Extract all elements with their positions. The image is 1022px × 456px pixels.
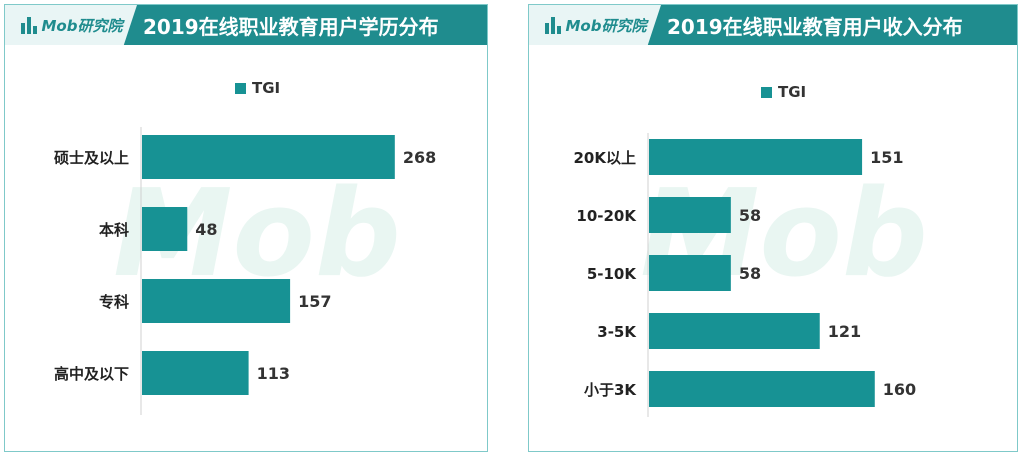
bar	[142, 279, 291, 323]
data-label: 160	[883, 380, 916, 399]
legend: TGI	[235, 79, 280, 97]
data-label: 58	[739, 206, 761, 225]
category-label: 硕士及以上	[54, 149, 129, 167]
brand-logo-icon	[20, 17, 37, 34]
category-label: 5-10K	[587, 265, 638, 283]
bar	[142, 207, 188, 251]
category-label: 小于3K	[584, 381, 637, 399]
category-label: 20K以上	[574, 149, 637, 167]
panel-header: Mob研究院 2019在线职业教育用户学历分布	[5, 5, 487, 45]
category-label: 10-20K	[576, 207, 637, 225]
chart-title: 2019在线职业教育用户收入分布	[667, 14, 963, 39]
legend: TGI	[761, 83, 806, 101]
panel-education: Mob研究院 2019在线职业教育用户学历分布 Mob TGI 硕士及以上 268 本科…	[4, 4, 488, 452]
data-label: 58	[739, 264, 761, 283]
data-label: 268	[403, 148, 436, 167]
data-label: 157	[298, 292, 331, 311]
bar	[649, 371, 875, 407]
brand-logo-icon	[544, 17, 561, 34]
category-label: 本科	[99, 221, 129, 239]
category-label: 3-5K	[597, 323, 637, 341]
legend-label: TGI	[778, 83, 806, 101]
legend-label: TGI	[252, 79, 280, 97]
panel-income: Mob研究院 2019在线职业教育用户收入分布 Mob TGI 20K以上 151 10…	[528, 4, 1018, 452]
category-label: 专科	[99, 293, 129, 311]
bar	[649, 313, 820, 349]
category-label: 高中及以下	[54, 365, 129, 383]
data-label: 151	[870, 148, 903, 167]
bar	[649, 255, 731, 291]
data-label: 113	[257, 364, 290, 383]
brand-name: Mob研究院	[41, 16, 123, 35]
brand-name: Mob研究院	[565, 16, 647, 35]
legend-swatch	[235, 83, 246, 94]
brand-logo: Mob研究院	[5, 5, 137, 45]
brand-logo: Mob研究院	[529, 5, 661, 45]
bar	[142, 135, 395, 179]
data-label: 121	[828, 322, 861, 341]
data-label: 48	[195, 220, 217, 239]
bar	[142, 351, 249, 395]
legend-swatch	[761, 87, 772, 98]
panel-header: Mob研究院 2019在线职业教育用户收入分布	[529, 5, 1017, 45]
chart-title: 2019在线职业教育用户学历分布	[143, 14, 439, 39]
bar	[649, 139, 863, 175]
bar	[649, 197, 731, 233]
